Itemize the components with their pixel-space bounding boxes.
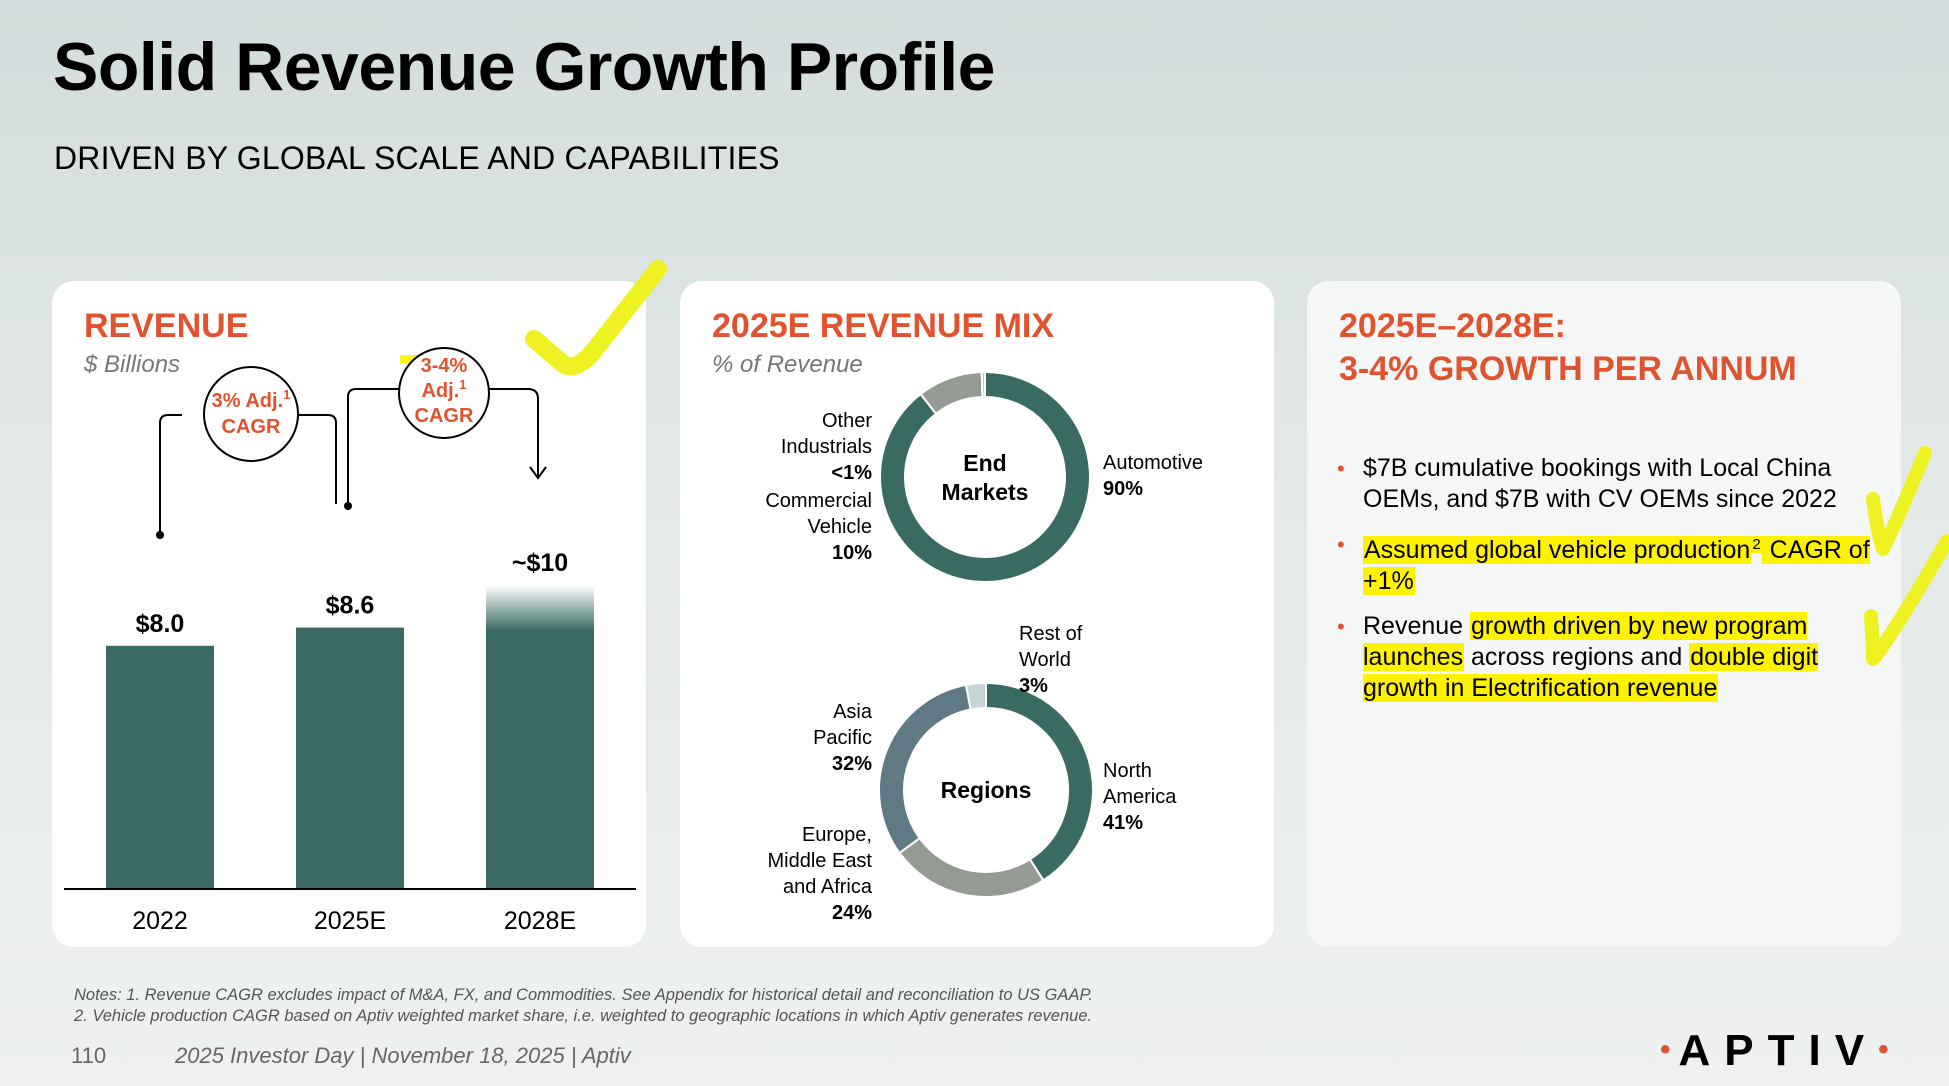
slice-name-label: Commercial	[765, 490, 872, 512]
revenue-subheading: $ Billions	[84, 351, 181, 378]
slice-value-label: 41%	[1103, 812, 1143, 834]
slice-name-label: Middle East	[768, 850, 873, 872]
slice-name-label: Asia	[833, 701, 873, 723]
slice-name-label: Pacific	[813, 727, 872, 749]
growth-heading-line1: 2025E–2028E:	[1339, 307, 1566, 345]
cagr-right-line2: Adj.1	[421, 377, 466, 402]
bracket-dot-left	[156, 531, 164, 539]
x-tick-label: 2022	[132, 907, 188, 935]
slice-name-label: Automotive	[1103, 452, 1203, 474]
bar-2025E	[296, 627, 404, 889]
slice-name-label: World	[1019, 649, 1071, 671]
footnotes: Notes: 1. Revenue CAGR excludes impact o…	[74, 985, 1093, 1027]
growth-bullets: $7B cumulative bookings with Local China…	[1337, 453, 1877, 718]
slice-value-label: 90%	[1103, 478, 1143, 500]
x-tick-label: 2028E	[504, 907, 576, 935]
bar-value-label: ~$10	[512, 549, 568, 577]
donut-center-label: Markets	[942, 479, 1029, 505]
donut-slice	[964, 681, 987, 711]
bullet-item: $7B cumulative bookings with Local China…	[1337, 453, 1877, 515]
cagr-left-line2: CAGR	[222, 416, 281, 438]
checkmark-icon	[525, 260, 667, 376]
checkmarks	[1864, 446, 1949, 666]
donut-slice	[898, 836, 1045, 898]
growth-panel: 2025E–2028E: 3-4% GROWTH PER ANNUM $7B c…	[1307, 281, 1949, 947]
slice-name-label: and Africa	[783, 876, 873, 898]
revenue-mix-panel: 2025E REVENUE MIX % of Revenue Automotiv…	[680, 281, 1274, 947]
slice-value-label: <1%	[831, 462, 872, 484]
cagr-arrow-head	[529, 466, 547, 480]
footer-event: 2025 Investor Day | November 18, 2025 | …	[175, 1043, 631, 1068]
slice-value-label: 24%	[832, 902, 872, 924]
slice-name-label: America	[1103, 786, 1177, 808]
slice-value-label: 3%	[1019, 675, 1048, 697]
slice-name-label: Europe,	[802, 824, 872, 846]
cagr-bracket-left	[159, 414, 337, 535]
cagr-circle-left	[203, 366, 299, 462]
donut-slice	[879, 370, 1091, 583]
page-title: Solid Revenue Growth Profile	[53, 29, 995, 105]
slice-name-label: Industrials	[781, 436, 872, 458]
growth-heading-line2: 3-4% GROWTH PER ANNUM	[1339, 350, 1797, 388]
donut-slice	[878, 683, 972, 855]
cagr-circle-right	[398, 347, 490, 439]
cagr-right-line3: CAGR	[415, 405, 474, 427]
bar-value-label: $8.6	[326, 592, 375, 620]
growth-heading: 2025E–2028E: 3-4% GROWTH PER ANNUM	[1339, 305, 1797, 391]
donut-center-label: Regions	[941, 777, 1032, 803]
page-number: 110	[71, 1043, 107, 1068]
revenue-heading: REVENUE	[84, 307, 249, 345]
slice-name-label: North	[1103, 760, 1152, 782]
slice-name-label: Other	[822, 410, 872, 432]
bar-value-label: $8.0	[136, 610, 185, 638]
slice-name-label: Rest of	[1019, 623, 1083, 645]
page-subtitle: DRIVEN BY GLOBAL SCALE AND CAPABILITIES	[54, 140, 780, 176]
bullet-item: Revenue growth driven by new program lau…	[1337, 611, 1877, 704]
bar-2022	[106, 645, 214, 889]
slice-name-label: Vehicle	[808, 516, 873, 538]
checkmark-icon	[1866, 446, 1932, 556]
donut-center-label: End	[963, 450, 1006, 476]
cagr-bracket-right	[347, 388, 539, 506]
cagr-left-line1: 3% Adj.1	[212, 387, 291, 412]
slice-value-label: 10%	[832, 542, 872, 564]
footnote-2: 2. Vehicle production CAGR based on Apti…	[74, 1007, 1093, 1025]
x-tick-label: 2025E	[314, 907, 386, 935]
mix-heading: 2025E REVENUE MIX	[712, 307, 1055, 345]
bar-2028E	[486, 585, 594, 889]
revenue-bar-chart: 3% Adj.1 CAGR 3-4% Adj.1 CAGR $8.0 2022 $8…	[64, 260, 667, 935]
donut-slice	[980, 370, 986, 399]
donut-slice	[919, 371, 984, 416]
aptiv-logo: •APTIV•	[1660, 1026, 1897, 1075]
cagr-right-line1: 3-4%	[421, 355, 468, 377]
revenue-panel: REVENUE $ Billions 3% Adj.1 CAGR 3-4% Ad…	[52, 260, 667, 947]
slice-value-label: 32%	[832, 753, 872, 775]
mix-subheading: % of Revenue	[712, 351, 863, 378]
revenue-mix-donuts: Automotive 90% Commercial Vehicle 10% Other In…	[765, 370, 1203, 924]
footnote-1: Notes: 1. Revenue CAGR excludes impact o…	[74, 986, 1093, 1004]
checkmark-icon	[1864, 534, 1949, 666]
